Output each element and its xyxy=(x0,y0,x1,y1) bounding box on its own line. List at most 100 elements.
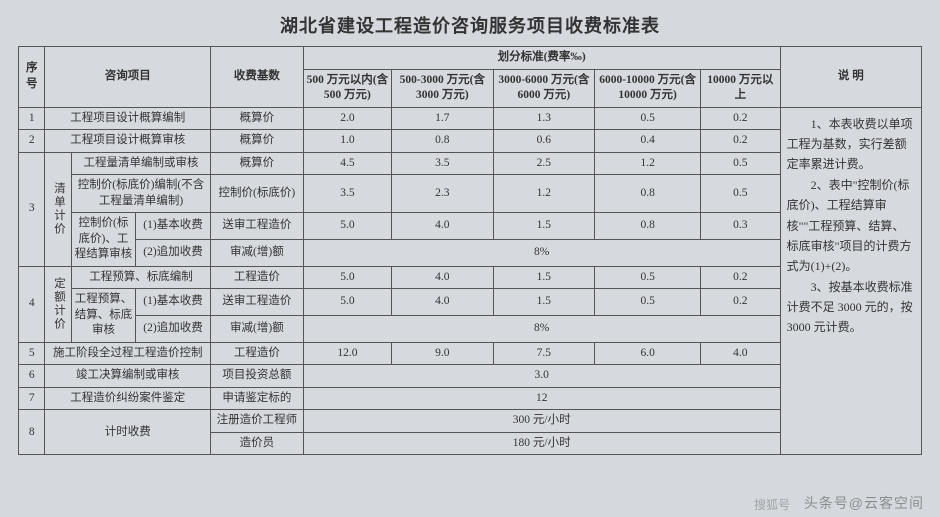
r5-no: 5 xyxy=(19,342,45,365)
r3c-sub1: (1)基本收费 xyxy=(135,213,210,240)
r3a-base: 概算价 xyxy=(211,152,304,175)
r3-no: 3 xyxy=(19,152,45,266)
r1-no: 1 xyxy=(19,107,45,130)
r2-item: 工程项目设计概算审核 xyxy=(45,130,211,153)
r6-base: 项目投资总额 xyxy=(211,365,304,388)
page-title: 湖北省建设工程造价咨询服务项目收费标准表 xyxy=(18,12,922,38)
cell: 4.0 xyxy=(392,213,494,240)
hdr-c4: 6000-10000 万元(含 10000 万元) xyxy=(595,69,701,107)
r4b-sub1-base: 送审工程造价 xyxy=(211,289,304,316)
r3c-sub2-span: 8% xyxy=(303,239,780,266)
cell: 4.5 xyxy=(303,152,391,175)
r8-no: 8 xyxy=(19,410,45,455)
cell: 3.5 xyxy=(303,175,391,213)
hdr-base: 收费基数 xyxy=(211,47,304,108)
cell: 4.0 xyxy=(701,342,781,365)
hdr-c1: 500 万元以内(含 500 万元) xyxy=(303,69,391,107)
cell: 4.0 xyxy=(392,266,494,289)
r4a-base: 工程造价 xyxy=(211,266,304,289)
r4b-sub2: (2)追加收费 xyxy=(135,315,210,342)
r8a-span: 300 元/小时 xyxy=(303,410,780,433)
r5-item: 施工阶段全过程工程造价控制 xyxy=(45,342,211,365)
r2-no: 2 xyxy=(19,130,45,153)
r6-no: 6 xyxy=(19,365,45,388)
watermark2: 搜狐号 xyxy=(754,496,790,513)
cell: 5.0 xyxy=(303,289,391,316)
r7-item: 工程造价纠纷案件鉴定 xyxy=(45,387,211,410)
cell: 1.5 xyxy=(493,266,595,289)
cell: 4.0 xyxy=(392,289,494,316)
hdr-seq: 序号 xyxy=(19,47,45,108)
cell: 2.0 xyxy=(303,107,391,130)
r8a-base: 注册造价工程师 xyxy=(211,410,304,433)
cell: 12.0 xyxy=(303,342,391,365)
cell: 0.5 xyxy=(595,107,701,130)
watermark: 头条号@云客空间 xyxy=(804,493,924,513)
cell: 9.0 xyxy=(392,342,494,365)
cell: 0.5 xyxy=(701,175,781,213)
cell: 0.5 xyxy=(595,266,701,289)
hdr-item: 咨询项目 xyxy=(45,47,211,108)
r3b-base: 控制价(标底价) xyxy=(211,175,304,213)
cell: 0.2 xyxy=(701,107,781,130)
r7-span: 12 xyxy=(303,387,780,410)
hdr-c2: 500-3000 万元(含 3000 万元) xyxy=(392,69,494,107)
cell: 1.0 xyxy=(303,130,391,153)
cell: 1.5 xyxy=(493,289,595,316)
cell: 2.3 xyxy=(392,175,494,213)
cell: 0.8 xyxy=(392,130,494,153)
fee-table: 序号 咨询项目 收费基数 划分标准(费率‰) 说 明 500 万元以内(含 50… xyxy=(18,46,922,455)
r4b-sub2-base: 审减(增)额 xyxy=(211,315,304,342)
r4a-item: 工程预算、标底编制 xyxy=(71,266,210,289)
r6-span: 3.0 xyxy=(303,365,780,388)
cell: 0.5 xyxy=(595,289,701,316)
r3c-sub2: (2)追加收费 xyxy=(135,239,210,266)
r2-base: 概算价 xyxy=(211,130,304,153)
r3c-sub2-base: 审减(增)额 xyxy=(211,239,304,266)
r4-no: 4 xyxy=(19,266,45,342)
cell: 0.6 xyxy=(493,130,595,153)
r4b-sub2-span: 8% xyxy=(303,315,780,342)
r4b-item: 工程预算、结算、标底审核 xyxy=(71,289,135,343)
cell: 1.7 xyxy=(392,107,494,130)
cell: 2.5 xyxy=(493,152,595,175)
cell: 0.2 xyxy=(701,289,781,316)
cell: 5.0 xyxy=(303,213,391,240)
cell: 1.2 xyxy=(493,175,595,213)
r5-base: 工程造价 xyxy=(211,342,304,365)
r8b-span: 180 元/小时 xyxy=(303,432,780,455)
notes-cell: 1、本表收费以单项工程为基数，实行差额定率累进计费。 2、表中"控制价(标底价)… xyxy=(780,107,921,455)
hdr-desc: 说 明 xyxy=(780,47,921,108)
r6-item: 竣工决算编制或审核 xyxy=(45,365,211,388)
cell: 0.4 xyxy=(595,130,701,153)
cell: 1.3 xyxy=(493,107,595,130)
r4-grp: 定额计价 xyxy=(45,266,71,342)
cell: 1.2 xyxy=(595,152,701,175)
r7-base: 申请鉴定标的 xyxy=(211,387,304,410)
r4b-sub1: (1)基本收费 xyxy=(135,289,210,316)
r8-item: 计时收费 xyxy=(45,410,211,455)
r1-item: 工程项目设计概算编制 xyxy=(45,107,211,130)
r3c-sub1-base: 送审工程造价 xyxy=(211,213,304,240)
hdr-c5: 10000 万元以上 xyxy=(701,69,781,107)
cell: 0.8 xyxy=(595,175,701,213)
r8b-base: 造价员 xyxy=(211,432,304,455)
cell: 1.5 xyxy=(493,213,595,240)
cell: 0.3 xyxy=(701,213,781,240)
cell: 0.2 xyxy=(701,266,781,289)
r3b-item: 控制价(标底价)编制(不含工程量清单编制) xyxy=(71,175,210,213)
cell: 6.0 xyxy=(595,342,701,365)
cell: 0.8 xyxy=(595,213,701,240)
r3-grp: 清单计价 xyxy=(45,152,71,266)
cell: 3.5 xyxy=(392,152,494,175)
r1-base: 概算价 xyxy=(211,107,304,130)
r7-no: 7 xyxy=(19,387,45,410)
cell: 0.2 xyxy=(701,130,781,153)
hdr-tiergroup: 划分标准(费率‰) xyxy=(303,47,780,70)
cell: 0.5 xyxy=(701,152,781,175)
r3a-item: 工程量清单编制或审核 xyxy=(71,152,210,175)
cell: 5.0 xyxy=(303,266,391,289)
hdr-c3: 3000-6000 万元(含 6000 万元) xyxy=(493,69,595,107)
r3c-item: 控制价(标底价)、工程结算审核 xyxy=(71,213,135,267)
cell: 7.5 xyxy=(493,342,595,365)
